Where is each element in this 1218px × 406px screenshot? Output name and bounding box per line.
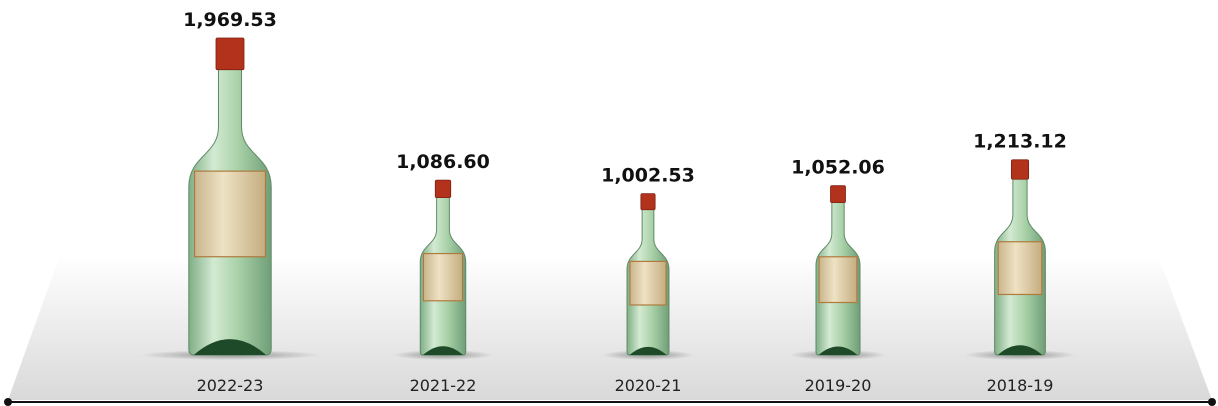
x-tick-label: 2021-22 [410, 376, 477, 395]
bottle-cap [434, 179, 452, 198]
bottle-cap [830, 185, 846, 204]
bottle-label [629, 260, 667, 306]
value-label: 1,086.60 [396, 151, 490, 173]
value-label: 1,002.53 [601, 165, 695, 187]
bottle-punt [193, 339, 267, 355]
bottle-punt [629, 346, 667, 355]
bottle-label [818, 256, 858, 304]
value-label: 1,213.12 [973, 131, 1067, 153]
x-tick-label: 2022-23 [197, 376, 264, 395]
bottle-punt [818, 346, 858, 355]
bottle-cap [215, 37, 245, 71]
bottle-cap [1010, 159, 1030, 180]
bottle-label [422, 252, 464, 302]
bottle-cap [640, 193, 656, 211]
baseline-dot [4, 398, 12, 406]
bottle-punt [997, 345, 1043, 355]
bottle-label [997, 241, 1043, 296]
bottle-punt [422, 346, 464, 355]
baseline-dot [1208, 398, 1216, 406]
x-tick-label: 2020-21 [615, 376, 682, 395]
bottle-label [193, 170, 267, 258]
value-label: 1,052.06 [791, 157, 885, 179]
x-tick-label: 2019-20 [805, 376, 872, 395]
x-tick-label: 2018-19 [987, 376, 1054, 395]
floor [8, 255, 1212, 400]
value-label: 1,969.53 [183, 9, 277, 31]
